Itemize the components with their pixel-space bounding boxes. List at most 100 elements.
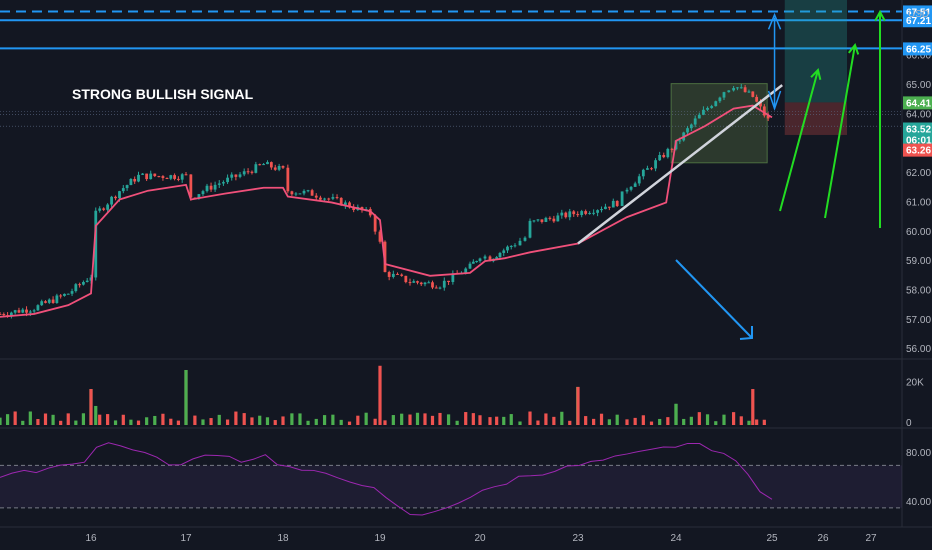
candle-body: [646, 168, 649, 170]
volume-bar: [536, 420, 540, 425]
candle-body: [266, 162, 269, 165]
candle-body: [464, 268, 468, 274]
drawing-overlays: [0, 0, 902, 164]
candle-body: [161, 176, 165, 179]
candle-body: [568, 211, 572, 218]
candle-body: [596, 210, 599, 213]
y-tick-label: 61.00: [906, 197, 931, 208]
candle-body: [40, 301, 44, 306]
candle-body: [747, 91, 751, 93]
volume-bar: [129, 419, 133, 425]
volume-bar: [290, 413, 294, 425]
candle-body: [343, 202, 347, 206]
candle-body: [766, 115, 770, 119]
candle-body: [201, 191, 205, 195]
candle-body: [262, 164, 265, 166]
volume-bar: [552, 416, 556, 425]
price-tag-label: 63.52: [906, 125, 931, 136]
volume-bar: [0, 417, 2, 425]
candle-body: [502, 250, 506, 253]
candle-body: [327, 198, 331, 200]
candle-body: [438, 287, 442, 289]
price-tag-label: 63.26: [906, 146, 931, 157]
volume-bar: [258, 415, 262, 425]
candle-body: [21, 309, 25, 313]
candle-body: [670, 148, 674, 150]
volume-bar: [98, 414, 102, 425]
x-tick-label: 26: [817, 533, 829, 544]
volume-bar: [599, 413, 604, 425]
candle-body: [298, 193, 302, 195]
candle-body: [165, 178, 169, 180]
price-tag-label: 66.25: [906, 44, 931, 55]
volume-bar: [705, 414, 710, 425]
candle-body: [78, 284, 82, 286]
candle-body: [28, 311, 32, 313]
candle-body: [32, 310, 36, 312]
candle-body: [759, 101, 762, 107]
candle-body: [197, 194, 201, 198]
candle-body: [666, 148, 670, 158]
volume-bar: [89, 389, 93, 425]
candle-body: [528, 220, 532, 238]
candle-body: [732, 88, 735, 91]
candle-body: [184, 174, 188, 176]
candle-body: [478, 258, 482, 262]
volume-bar: [755, 419, 759, 425]
volume-bar: [689, 416, 693, 425]
y-tick-label: 56.00: [906, 344, 931, 355]
candle-body: [580, 211, 584, 216]
candle-body: [722, 92, 726, 98]
candle-body: [302, 190, 306, 194]
volume-bar: [438, 412, 442, 425]
price-tag: [903, 122, 932, 136]
volume-bar: [502, 416, 506, 425]
volume-bar: [306, 420, 310, 425]
candle-body: [85, 280, 89, 283]
target-zone: [784, 0, 847, 103]
volume-bar: [544, 413, 548, 425]
trendline: [577, 84, 783, 245]
candle-body: [475, 261, 479, 263]
volume-bar: [193, 415, 197, 425]
candle-body: [506, 246, 509, 251]
candle-body: [106, 204, 110, 210]
candle-body: [498, 252, 502, 258]
x-tick-label: 18: [277, 533, 289, 544]
candle-body: [706, 107, 709, 110]
candle-body: [250, 171, 254, 173]
volume-bar: [169, 418, 173, 425]
volume-bar: [430, 415, 435, 425]
volume-bar: [633, 417, 637, 425]
candle-body: [234, 174, 238, 177]
volume-bar: [281, 416, 285, 425]
volume-bar: [43, 413, 48, 425]
volume-bar: [314, 418, 318, 425]
candle-body: [153, 173, 157, 177]
candle-body: [678, 140, 682, 142]
candle-body: [419, 282, 423, 285]
moving-average-line: [0, 104, 773, 318]
volume-bar: [641, 415, 645, 425]
candle-body: [442, 280, 446, 288]
candle-body: [273, 167, 277, 170]
candle-body: [331, 197, 335, 199]
candle-body: [2, 313, 6, 316]
candle-body: [518, 240, 522, 246]
candle-body: [9, 312, 13, 316]
volume-bar: [509, 414, 513, 425]
price-tag-label: 06:01: [906, 135, 932, 146]
volume-bar: [592, 418, 596, 425]
volume-bar: [649, 421, 654, 425]
candle-body: [102, 208, 106, 210]
candle-body: [468, 263, 472, 269]
candle-body: [36, 305, 40, 311]
volume-bar: [697, 412, 701, 425]
down-arrow-head: [739, 326, 753, 340]
volume-bar: [446, 414, 451, 425]
candle-body: [114, 196, 117, 199]
candle-body: [222, 182, 225, 184]
candle-body: [133, 178, 137, 182]
volume-bar: [145, 417, 149, 425]
candle-body: [306, 190, 310, 192]
